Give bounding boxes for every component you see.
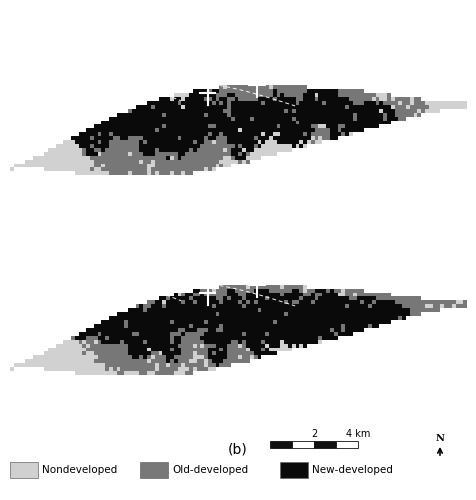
Bar xyxy=(10,462,38,478)
Bar xyxy=(292,441,314,448)
Bar xyxy=(336,441,358,448)
Text: Old-developed: Old-developed xyxy=(172,465,248,475)
Bar xyxy=(314,441,336,448)
Text: Nondeveloped: Nondeveloped xyxy=(42,465,117,475)
Bar xyxy=(280,462,308,478)
Text: N: N xyxy=(436,434,445,443)
Text: (a): (a) xyxy=(228,243,248,257)
Text: 4 km: 4 km xyxy=(346,429,370,439)
Bar xyxy=(270,441,292,448)
Text: 2: 2 xyxy=(311,429,317,439)
Bar xyxy=(140,462,168,478)
Text: New-developed: New-developed xyxy=(312,465,393,475)
Text: (b): (b) xyxy=(228,443,248,457)
